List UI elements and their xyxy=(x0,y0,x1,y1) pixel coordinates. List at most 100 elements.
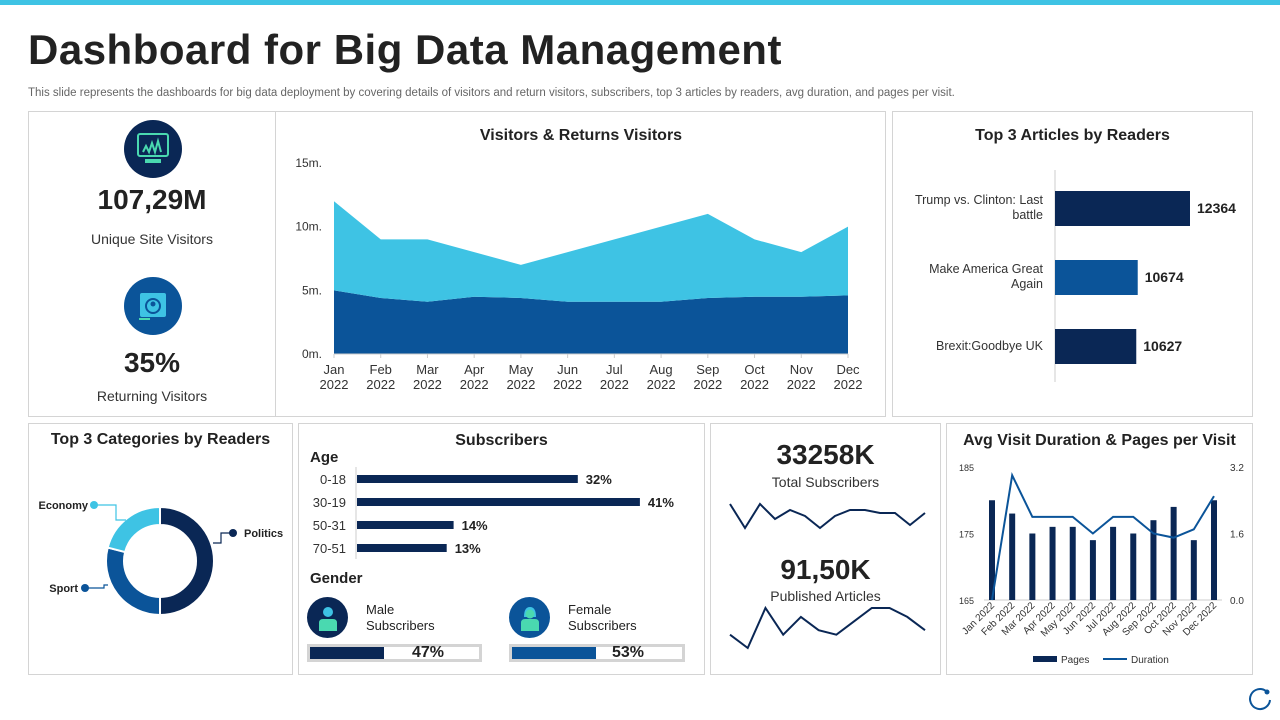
pages-bar xyxy=(989,500,995,600)
left-y-tick: 185 xyxy=(959,463,974,473)
leader-line xyxy=(94,504,126,521)
age-bar-chart: 0-18 32% 30-19 41% 50-31 14% 70-51 13% xyxy=(313,467,674,559)
page-title: Dashboard for Big Data Management xyxy=(28,26,782,73)
x-tick-label: Nov xyxy=(790,362,814,377)
x-tick-label: Feb xyxy=(370,362,392,377)
loading-logo-icon xyxy=(1249,688,1271,710)
female-subscribers-label: Female Subscribers xyxy=(568,602,637,634)
article-bar xyxy=(1055,260,1138,295)
x-tick-label: 2022 xyxy=(647,377,676,392)
right-y-tick: 3.2 xyxy=(1230,463,1244,474)
y-tick-label: 10m. xyxy=(295,220,322,234)
left-y-tick: 175 xyxy=(959,530,974,540)
male-progress-bar xyxy=(307,644,482,662)
x-tick-label: May xyxy=(509,362,534,377)
duration-line xyxy=(991,472,1215,601)
published-articles-value: 91,50K xyxy=(780,554,871,585)
female-label-line1: Female xyxy=(568,602,612,617)
female-user-icon xyxy=(509,597,550,638)
legend-dot xyxy=(90,501,98,509)
sparkline-path xyxy=(729,502,926,530)
right-y-tick: 0.0 xyxy=(1230,596,1244,607)
female-pct: 53% xyxy=(612,644,645,661)
x-tick-label: Jul xyxy=(606,362,623,377)
male-label-line1: Male xyxy=(366,602,395,617)
x-tick-label: Mar xyxy=(416,362,439,377)
age-bar xyxy=(357,475,578,483)
pages-bar xyxy=(1089,540,1096,600)
pages-bar xyxy=(1190,540,1197,600)
age-range-label: 30-19 xyxy=(313,495,346,510)
age-pct-label: 14% xyxy=(462,518,488,533)
x-tick-label: 2022 xyxy=(413,377,442,392)
article-value-label: 10627 xyxy=(1143,338,1182,354)
female-progress-bar xyxy=(509,644,685,662)
pages-bar xyxy=(1009,513,1016,600)
x-tick-label: 2022 xyxy=(600,377,629,392)
x-tick-label: Oct xyxy=(744,362,765,377)
y-tick-label: 15m. xyxy=(295,156,322,170)
pages-bar xyxy=(1069,526,1076,600)
pages-bar xyxy=(1049,526,1056,600)
x-tick-label: Apr xyxy=(464,362,485,377)
subscribers-sparkline xyxy=(729,502,926,530)
leader-line xyxy=(213,532,233,544)
age-pct-label: 13% xyxy=(455,541,481,556)
male-pct: 47% xyxy=(412,644,445,661)
right-y-tick: 1.6 xyxy=(1230,530,1244,541)
donut-slice-politics xyxy=(159,505,215,617)
sparkline-path xyxy=(729,605,926,650)
pages-bar xyxy=(1150,520,1157,600)
article-category-label: Brexit:Goodbye UK xyxy=(936,339,1044,353)
returning-visitors-label: Returning Visitors xyxy=(96,388,208,404)
article-value-label: 12364 xyxy=(1197,200,1236,216)
article-bar xyxy=(1055,329,1137,364)
categories-card xyxy=(28,423,293,675)
pages-bar xyxy=(1211,500,1217,600)
y-tick-label: 0m. xyxy=(302,347,322,361)
left-y-tick: 165 xyxy=(959,596,974,606)
female-progress-fill xyxy=(512,647,596,659)
x-tick-label: Jan xyxy=(324,362,345,377)
visitors-area-chart: 0m.5m.10m.15m.Jan2022Feb2022Mar2022Apr20… xyxy=(295,156,862,392)
divider xyxy=(275,112,276,416)
top-accent-bar xyxy=(0,0,1280,5)
leader-line xyxy=(85,584,108,589)
legend-pages-swatch xyxy=(1033,656,1057,662)
visit-duration-title: Avg Visit Duration & Pages per Visit xyxy=(963,432,1236,449)
x-tick-label: 2022 xyxy=(553,377,582,392)
article-category-label: Make America Great Again xyxy=(929,262,1043,291)
categories-donut-chart: Politics Sport Economy xyxy=(38,500,283,617)
article-bar xyxy=(1055,191,1190,226)
category-label: Sport xyxy=(49,583,78,595)
total-subscribers-value: 33258K xyxy=(776,439,875,470)
y-tick-label: 5m. xyxy=(302,283,322,297)
published-articles-label: Published Articles xyxy=(770,588,881,604)
unique-visitors-value: 107,29M xyxy=(97,184,207,215)
articles-sparkline xyxy=(729,605,926,650)
age-pct-label: 41% xyxy=(648,495,674,510)
visitors-chart-title: Visitors & Returns Visitors xyxy=(479,127,683,144)
legend-dot xyxy=(229,529,237,537)
page-subtitle: This slide represents the dashboards for… xyxy=(28,87,955,99)
categories-title: Top 3 Categories by Readers xyxy=(50,431,271,448)
area-series-1 xyxy=(334,201,848,302)
unique-visitors-label: Unique Site Visitors xyxy=(91,231,213,247)
male-user-icon xyxy=(307,597,348,638)
x-tick-label: Sep xyxy=(696,362,719,377)
male-subscribers-label: Male Subscribers xyxy=(366,602,435,634)
x-tick-label: 2022 xyxy=(693,377,722,392)
user-browser-icon xyxy=(124,277,182,335)
category-label: Economy xyxy=(38,500,88,512)
x-tick-label: 2022 xyxy=(460,377,489,392)
x-tick-label: 2022 xyxy=(787,377,816,392)
subscribers-title: Subscribers xyxy=(455,432,548,449)
age-range-label: 70-51 xyxy=(313,541,346,556)
pages-bar xyxy=(1130,533,1137,600)
article-value-label: 10674 xyxy=(1145,269,1184,285)
x-tick-label: 2022 xyxy=(320,377,349,392)
article-category-label: Trump vs. Clinton: Last battle xyxy=(915,193,1044,222)
area-series-0 xyxy=(334,290,848,354)
age-label: Age xyxy=(310,449,339,466)
